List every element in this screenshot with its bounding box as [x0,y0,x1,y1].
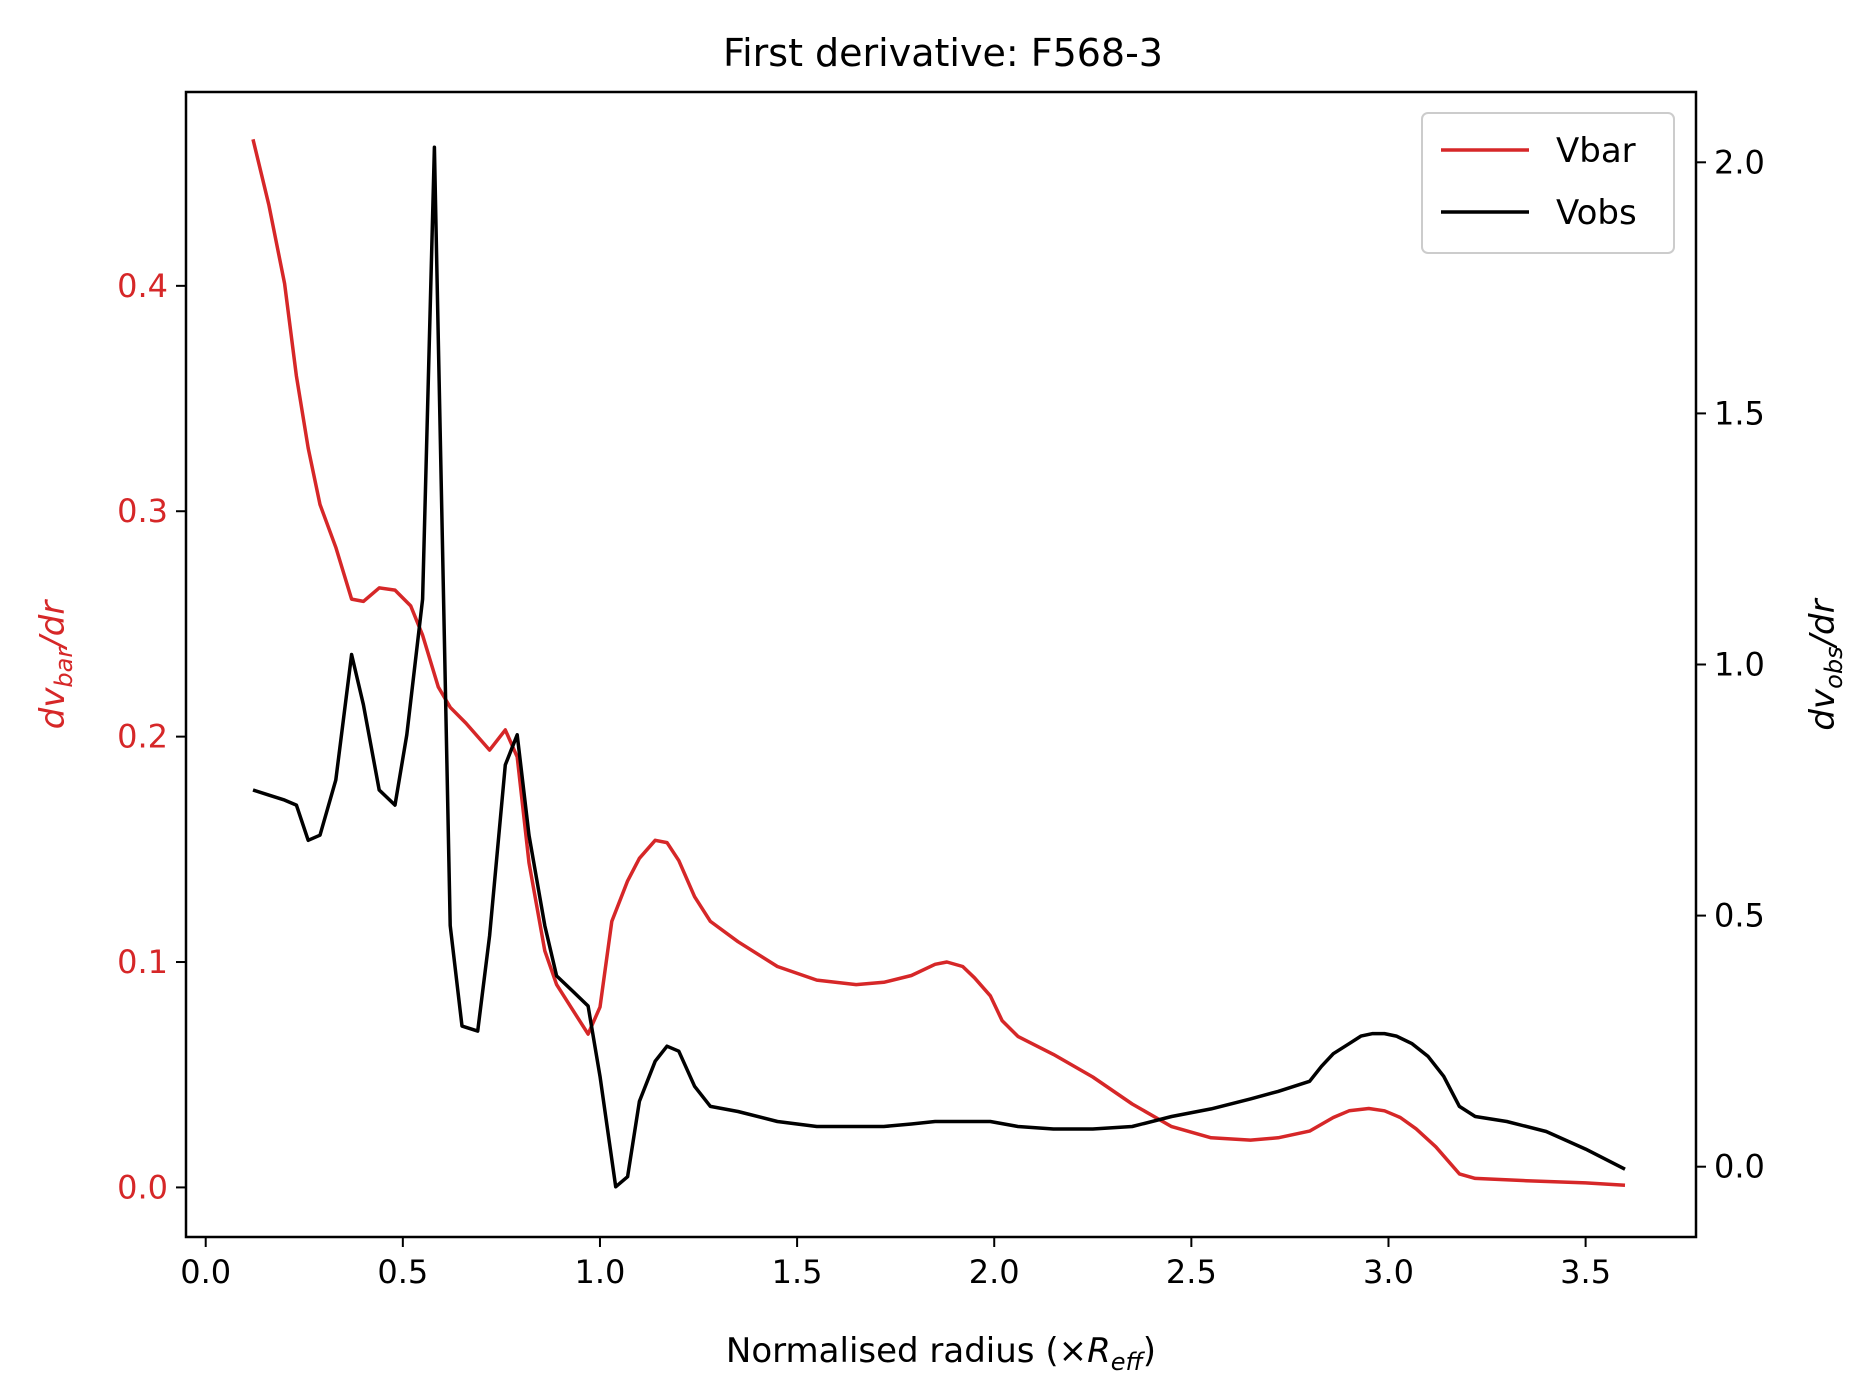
left-y-tick-label: 0.2 [117,718,168,756]
left-y-tick-label: 0.3 [117,492,168,530]
x-tick-label: 0.5 [377,1253,428,1291]
right-y-axis-label-suffix: /dr [1803,597,1843,649]
x-axis-label-subscript: eff [1111,1348,1146,1376]
left-y-axis-label-suffix: /dr [33,599,73,651]
legend-label-vobs: Vobs [1556,193,1637,233]
x-axis-label-suffix: ) [1143,1331,1156,1371]
x-tick-label: 2.0 [969,1253,1020,1291]
right-y-axis-label-symbol: dv [1803,688,1843,731]
x-tick-label: 2.5 [1166,1253,1217,1291]
x-tick-label: 0.0 [180,1253,231,1291]
left-y-axis-ticks: 0.0 0.1 0.2 0.3 0.4 [117,267,186,1206]
legend-label-vbar: Vbar [1556,131,1636,171]
x-axis-label-symbol: R [1087,1331,1111,1371]
left-y-axis-label-symbol: dv [33,687,73,730]
x-axis-label: Normalised radius (×Reff) [726,1331,1156,1376]
right-y-tick-label: 2.0 [1714,143,1765,181]
x-tick-label: 1.0 [575,1253,626,1291]
right-y-axis-label-subscript: obs [1820,646,1848,688]
right-y-tick-label: 0.5 [1714,897,1765,935]
right-y-tick-label: 0.0 [1714,1148,1765,1186]
legend: Vbar Vobs [1421,112,1675,254]
x-axis-ticks: 0.0 0.5 1.0 1.5 2.0 2.5 3.0 3.5 [180,1237,1611,1291]
right-y-axis-label: dvobs/dr [1803,597,1848,730]
x-tick-label: 3.5 [1560,1253,1611,1291]
chart-title: First derivative: F568-3 [723,31,1163,75]
series-line-vbar [251,138,1626,1187]
left-y-axis-label-subscript: bar [50,646,78,688]
right-y-tick-label: 1.5 [1714,394,1765,432]
left-y-axis-label: dvbar/dr [33,599,78,730]
plot-lines [251,138,1626,1189]
series-line-vobs [252,145,1626,1189]
left-y-tick-label: 0.0 [117,1168,168,1206]
right-y-axis-ticks: 0.0 0.5 1.0 1.5 2.0 [1696,143,1765,1186]
x-tick-label: 3.0 [1363,1253,1414,1291]
legend-box [1421,112,1675,254]
x-tick-label: 1.5 [772,1253,823,1291]
right-y-tick-label: 1.0 [1714,646,1765,684]
left-y-tick-label: 0.4 [117,267,168,305]
left-y-tick-label: 0.1 [117,943,168,981]
x-axis-label-prefix: Normalised radius (× [726,1331,1087,1371]
